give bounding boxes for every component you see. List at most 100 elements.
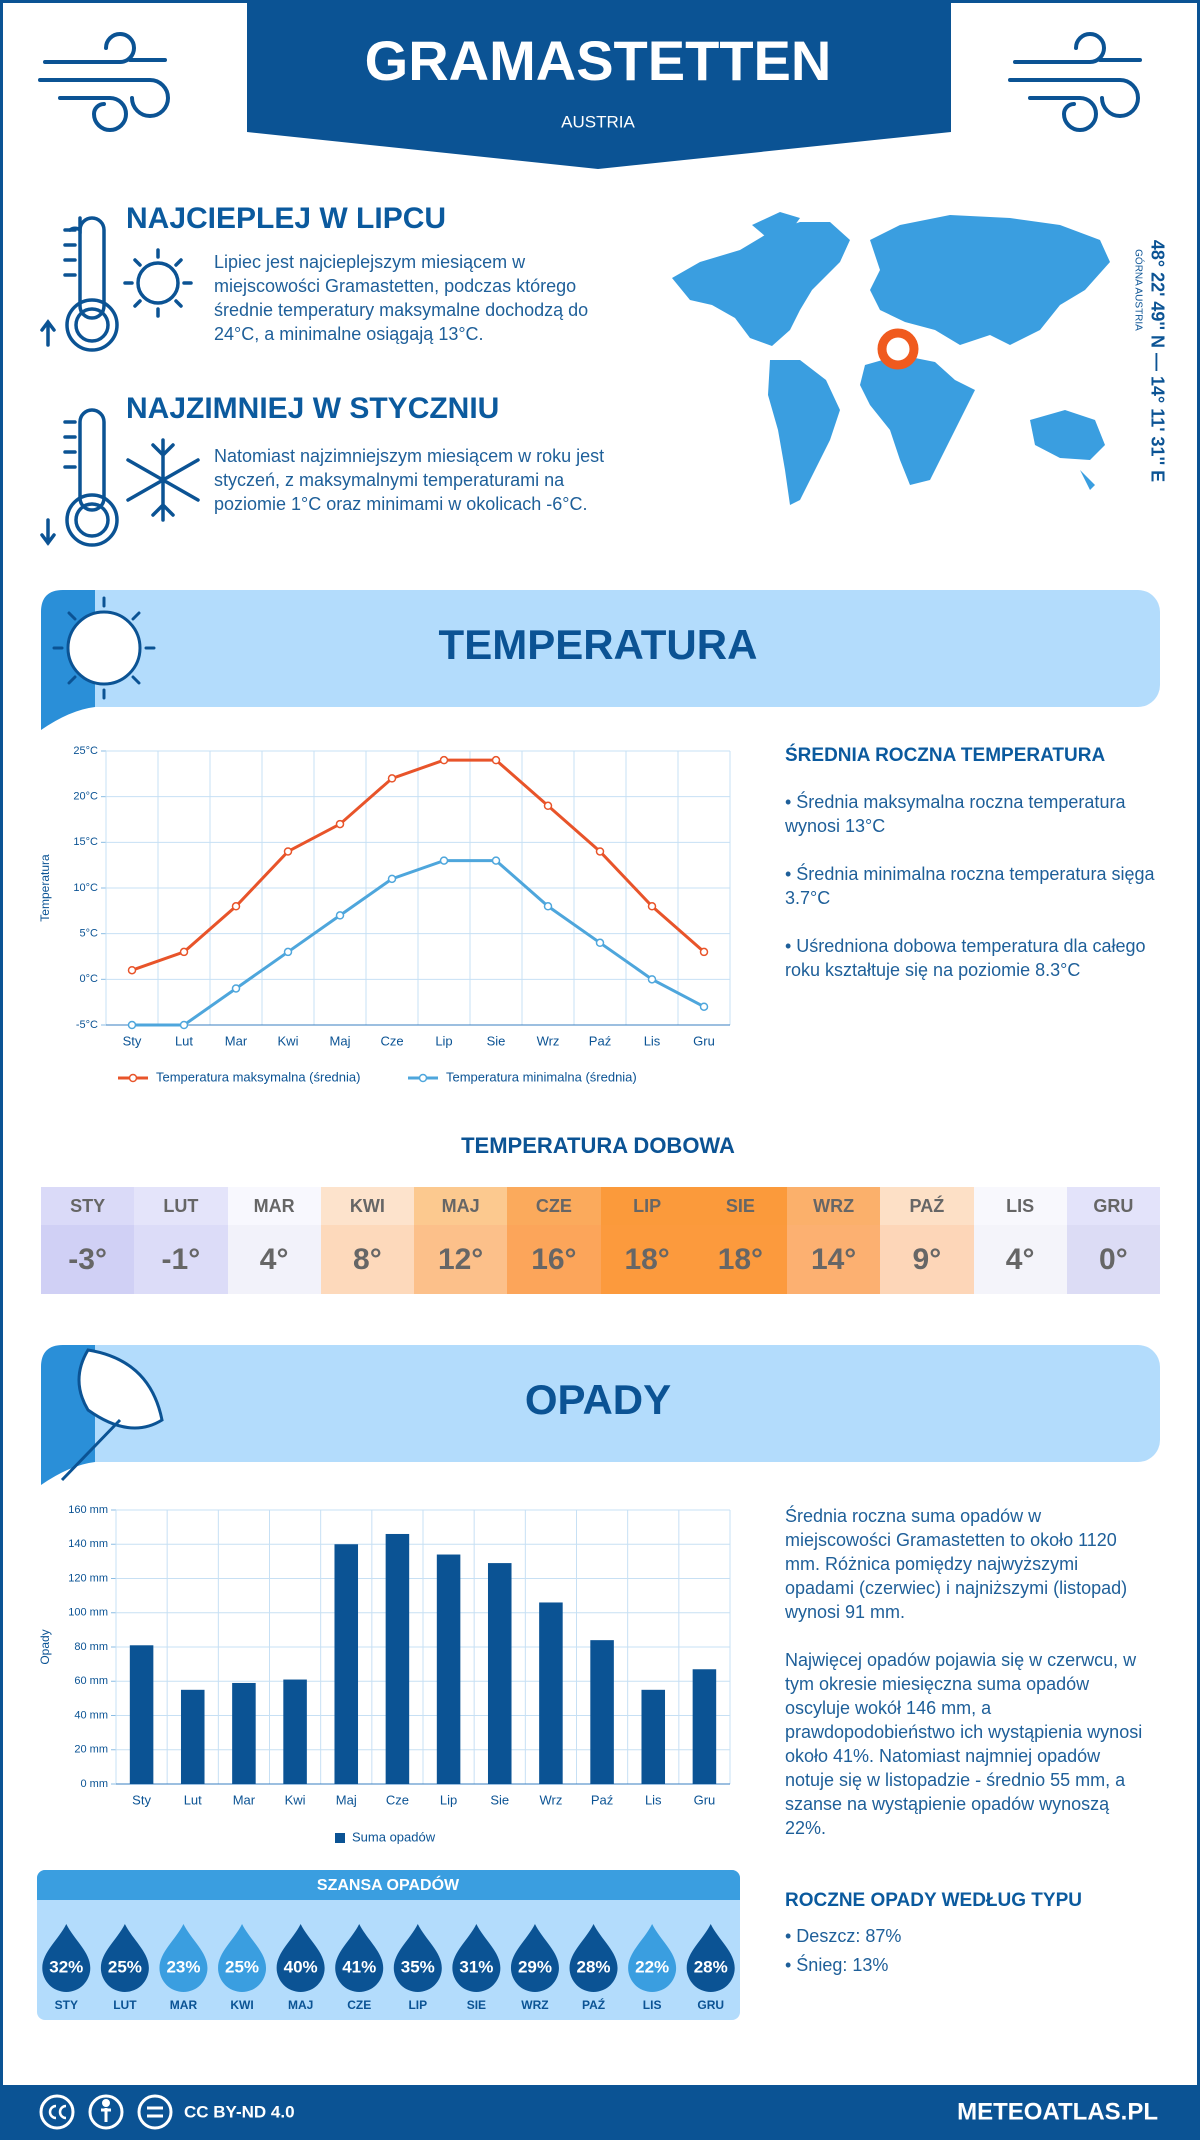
month-cell: KWI xyxy=(320,1187,414,1225)
site-name: METEOATLAS.PL xyxy=(957,2098,1158,2125)
y-tick-label: 5°C xyxy=(80,928,99,940)
precipitation-banner xyxy=(41,1345,1160,1485)
data-point xyxy=(647,902,657,911)
drop-label: 40% xyxy=(284,1957,318,1976)
x-tick-label: Paź xyxy=(591,1792,613,1807)
bar xyxy=(590,1640,614,1784)
city-title: GRAMASTETTEN xyxy=(365,29,832,92)
y-tick-label: 25°C xyxy=(73,745,98,757)
x-tick-label: Sie xyxy=(487,1033,506,1048)
drop-label: 28% xyxy=(694,1957,728,1976)
drop-label: 23% xyxy=(166,1957,200,1976)
month-cell: STY xyxy=(41,1187,135,1225)
month-cell: LIP xyxy=(600,1187,694,1225)
data-point xyxy=(647,975,657,984)
month-cell: CZE xyxy=(507,1187,601,1225)
drop-month: GRU xyxy=(697,1998,724,2012)
data-point xyxy=(283,947,293,957)
data-point xyxy=(283,847,293,856)
paragraph: Średnia roczna suma opadów w miejscowośc… xyxy=(785,1506,1128,1622)
drop xyxy=(686,1924,735,1992)
temp-cell: 9° xyxy=(880,1225,974,1294)
data-point xyxy=(335,819,345,829)
bar xyxy=(180,1689,205,1784)
bar xyxy=(641,1689,666,1784)
drop xyxy=(218,1924,267,1992)
bar xyxy=(487,1563,512,1784)
temp-cell: 16° xyxy=(507,1225,601,1294)
drop-label: 32% xyxy=(49,1957,83,1976)
x-tick-label: Paź xyxy=(589,1033,611,1048)
wind-icon-right xyxy=(1008,32,1142,132)
x-tick-label: Lut xyxy=(184,1792,202,1807)
drop-month: LIP xyxy=(408,1998,427,2012)
section-title: TEMPERATURA xyxy=(439,621,758,668)
drop-month: LUT xyxy=(113,1998,137,2012)
x-tick-label: Cze xyxy=(386,1792,409,1807)
data-point xyxy=(543,902,553,911)
drop xyxy=(393,1924,442,1992)
y-tick-label: -5°C xyxy=(76,1019,98,1031)
series-line xyxy=(132,859,705,1027)
bullet: • Średnia minimalna roczna temperatura s… xyxy=(785,864,1155,908)
bullet: • Uśredniona dobowa temperatura dla całe… xyxy=(785,936,1146,980)
temp-cell: -3° xyxy=(41,1225,135,1294)
data-point xyxy=(491,856,501,865)
y-tick-label: 40 mm xyxy=(74,1709,108,1721)
temp-cell: 0° xyxy=(1066,1225,1160,1294)
x-tick-label: Lip xyxy=(435,1033,452,1048)
drop-month: CZE xyxy=(347,1998,371,2012)
drop xyxy=(276,1924,325,1992)
legend-marker xyxy=(418,1073,428,1083)
drop-label: 29% xyxy=(518,1957,552,1976)
chance-bg xyxy=(37,1870,740,2020)
data-point xyxy=(699,947,709,957)
temp-cell: 18° xyxy=(693,1225,787,1294)
legend-label: Suma opadów xyxy=(352,1829,436,1844)
y-tick-label: 120 mm xyxy=(68,1572,108,1584)
x-tick-label: Wrz xyxy=(539,1792,562,1807)
drop-label: 25% xyxy=(108,1957,142,1976)
bullet: • Średnia maksymalna roczna temperatura … xyxy=(785,792,1126,836)
series-line xyxy=(131,758,705,972)
drop-month: KWI xyxy=(230,1998,253,2012)
x-tick-label: Sie xyxy=(490,1792,509,1807)
x-tick-label: Wrz xyxy=(537,1033,560,1048)
temp-cell: -1° xyxy=(134,1225,228,1294)
x-tick-label: Kwi xyxy=(278,1033,299,1048)
section-title: OPADY xyxy=(525,1376,671,1423)
drop xyxy=(569,1924,618,1992)
precipitation-text: Średnia roczna suma opadów w miejscowośc… xyxy=(785,1504,1150,1864)
drop-month: WRZ xyxy=(521,1998,548,2012)
data-point xyxy=(127,1020,137,1030)
y-tick-label: 100 mm xyxy=(68,1607,108,1619)
drop xyxy=(100,1924,149,1992)
y-tick-label: 20°C xyxy=(73,791,98,803)
wind-icon-left xyxy=(38,32,170,132)
location-marker xyxy=(877,328,919,370)
data-point xyxy=(387,874,397,884)
y-tick-label: 10°C xyxy=(73,882,98,894)
bar xyxy=(385,1533,410,1784)
x-tick-label: Lut xyxy=(175,1033,193,1048)
temp-cell: 8° xyxy=(320,1225,414,1294)
data-point xyxy=(491,755,501,765)
data-point xyxy=(387,774,397,783)
data-point xyxy=(231,902,241,911)
month-cell: MAJ xyxy=(414,1187,508,1225)
temperature-bullets: • Średnia maksymalna roczna temperatura … xyxy=(785,790,1160,1006)
world-map xyxy=(672,212,1110,505)
y-axis-label: Opady xyxy=(38,1629,52,1664)
data-point xyxy=(699,1002,709,1011)
temp-cell: 4° xyxy=(973,1225,1067,1294)
data-point xyxy=(439,755,449,765)
data-point xyxy=(179,947,189,957)
y-tick-label: 0°C xyxy=(80,973,99,985)
drop-label: 22% xyxy=(635,1957,669,1976)
y-tick-label: 140 mm xyxy=(68,1538,108,1550)
coldest-text: Natomiast najzimniejszym miesiącem w rok… xyxy=(214,446,605,514)
license: CC BY-ND 4.0 xyxy=(184,2102,295,2121)
x-tick-label: Gru xyxy=(693,1033,715,1048)
month-cell: GRU xyxy=(1066,1187,1160,1225)
